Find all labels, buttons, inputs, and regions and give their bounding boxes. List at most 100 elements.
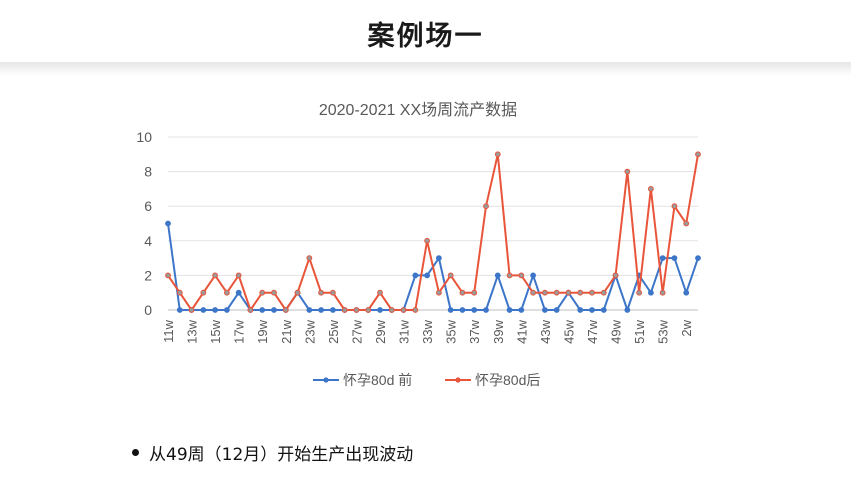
data-point-series-1 (306, 307, 313, 313)
x-tick-label: 21w (279, 319, 294, 343)
data-point-series-2 (483, 203, 489, 210)
data-point-series-1 (624, 307, 631, 313)
data-point-series-1 (223, 307, 230, 313)
header-shadow (0, 62, 851, 76)
data-point-series-1 (271, 307, 277, 313)
x-tick-label: 45w (561, 319, 576, 343)
x-tick-label: 2w (679, 319, 694, 336)
data-point-series-1 (259, 307, 266, 313)
y-axis-ticks: 0 2 4 6 8 10 (136, 129, 152, 318)
x-tick-label: 53w (656, 319, 671, 343)
legend: 怀孕80d 前 怀孕80d后 (313, 372, 540, 388)
data-point-series-1 (329, 307, 336, 313)
x-tick-label: 37w (467, 319, 482, 343)
data-point-series-1 (235, 289, 242, 296)
data-point-series-2 (165, 272, 171, 279)
data-point-series-2 (353, 307, 360, 313)
chart-title: 2020-2021 XX场周流产数据 (319, 101, 517, 119)
x-tick-label: 33w (420, 319, 435, 343)
data-point-series-1 (318, 307, 325, 313)
data-point-series-2 (647, 186, 654, 192)
y-tick-label: 10 (136, 129, 152, 145)
data-point-series-2 (235, 272, 242, 279)
data-point-series-2 (212, 272, 219, 279)
data-point-series-2 (541, 289, 548, 296)
data-point-series-1 (518, 307, 525, 313)
data-point-series-1 (176, 307, 183, 313)
x-tick-label: 39w (491, 319, 506, 343)
data-point-series-2 (636, 289, 643, 296)
data-point-series-1 (553, 307, 560, 313)
grid-lines (168, 136, 698, 311)
data-point-series-1 (494, 272, 501, 279)
data-point-series-2 (589, 289, 595, 296)
data-point-series-2 (577, 289, 584, 296)
data-point-series-2 (530, 289, 537, 296)
x-tick-label: 17w (232, 319, 247, 343)
x-tick-label: 49w (609, 319, 624, 343)
y-tick-label: 6 (144, 198, 152, 214)
data-point-series-1 (165, 220, 171, 227)
data-point-series-1 (471, 307, 478, 313)
data-point-series-2 (459, 289, 466, 296)
data-point-series-1 (447, 307, 454, 313)
data-point-series-2 (388, 307, 395, 313)
data-point-series-2 (306, 255, 313, 262)
x-axis-ticks: 11w 13w 15w 17w 19w 21w 23w 25w 27w 29w 31w 33w 35w 3… (161, 319, 694, 343)
data-point-series-2 (600, 289, 607, 296)
chart-panel: 2020-2021 XX场周流产数据 0 2 4 6 8 10 11w 13w 15w 17w 1… (135, 80, 705, 410)
data-point-series-1 (647, 289, 654, 296)
data-point-series-1 (671, 255, 678, 262)
data-point-series-1 (589, 307, 595, 313)
data-point-series-2 (400, 307, 407, 313)
data-point-series-2 (329, 289, 336, 296)
data-point-series-2 (188, 307, 195, 313)
legend-marker (323, 377, 329, 383)
x-tick-label: 31w (397, 319, 412, 343)
data-point-series-1 (577, 307, 584, 313)
data-point-series-1 (377, 307, 383, 313)
x-tick-label: 51w (632, 319, 647, 343)
data-point-series-1 (659, 255, 666, 262)
x-tick-label: 25w (326, 319, 341, 343)
data-point-series-1 (200, 307, 207, 313)
data-point-series-2 (447, 272, 454, 279)
data-point-series-1 (683, 289, 690, 296)
x-tick-label: 15w (208, 319, 223, 343)
data-point-series-2 (412, 307, 419, 313)
data-point-series-2 (612, 272, 619, 279)
data-point-series-2 (506, 272, 513, 279)
x-tick-label: 23w (302, 319, 317, 343)
data-point-series-2 (624, 168, 631, 175)
data-point-series-2 (518, 272, 525, 279)
x-tick-label: 47w (585, 319, 600, 343)
data-point-series-2 (671, 203, 678, 210)
legend-label-series-1: 怀孕80d 前 (343, 372, 412, 388)
data-point-series-2 (659, 289, 666, 296)
data-point-series-1 (541, 307, 548, 313)
series-lines (165, 151, 701, 313)
data-point-series-2 (176, 289, 183, 296)
data-point-series-2 (424, 237, 431, 244)
y-tick-label: 2 (144, 267, 152, 283)
data-point-series-2 (247, 307, 254, 313)
data-point-series-1 (459, 307, 466, 313)
bullet-text: 从49周（12月）开始生产出现波动 (149, 445, 414, 465)
y-tick-label: 8 (144, 164, 152, 180)
data-point-series-2 (377, 289, 383, 296)
data-point-series-1 (600, 307, 607, 313)
data-point-series-2 (318, 289, 325, 296)
data-point-series-2 (259, 289, 266, 296)
x-tick-label: 19w (255, 319, 270, 343)
data-point-series-2 (223, 289, 230, 296)
page-title: 案例场一 (367, 21, 484, 52)
legend-marker (455, 377, 461, 383)
data-point-series-2 (200, 289, 207, 296)
data-point-series-1 (530, 272, 537, 279)
data-point-series-1 (435, 255, 442, 262)
data-point-series-1 (483, 307, 489, 313)
x-tick-label: 41w (514, 319, 529, 343)
data-point-series-2 (271, 289, 277, 296)
data-point-series-2 (294, 289, 301, 296)
